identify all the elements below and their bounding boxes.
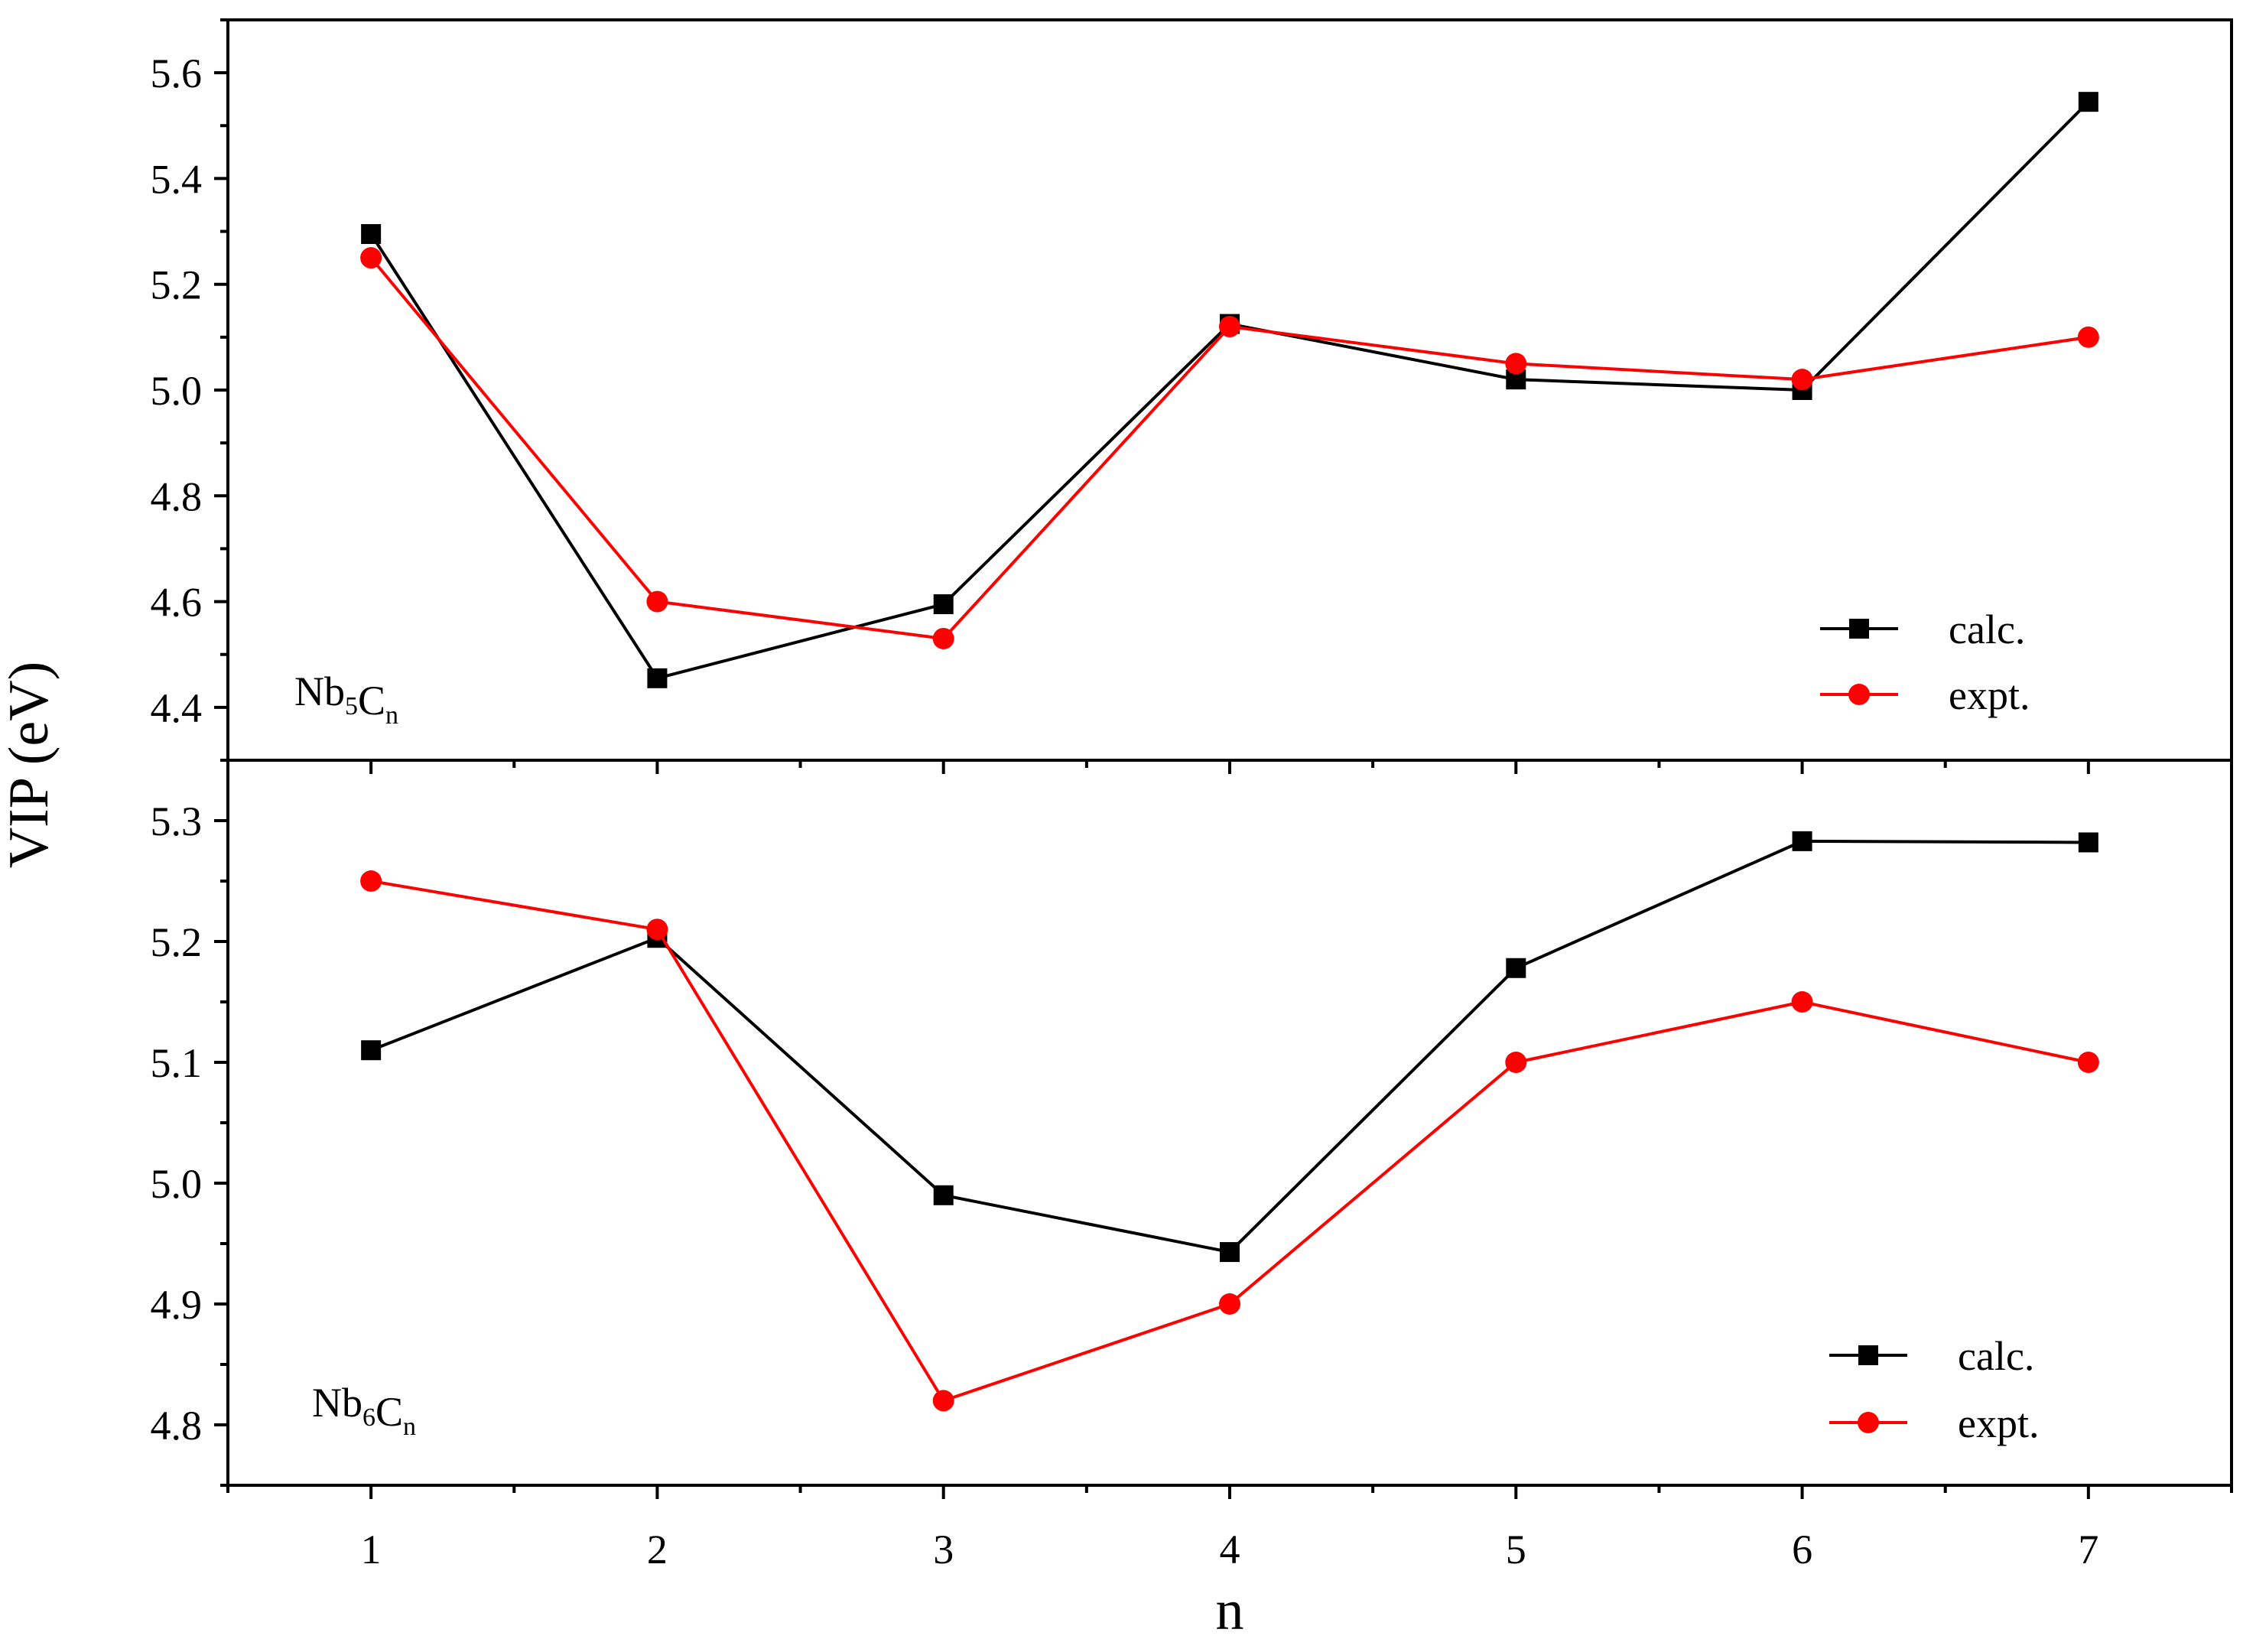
panel-label-text: Nb — [312, 1380, 362, 1426]
y-tick-label: 5.1 — [151, 1040, 203, 1086]
x-tick-label: 5 — [1506, 1527, 1526, 1572]
legend-marker-calc — [1858, 1345, 1878, 1365]
x-tick-label: 7 — [2078, 1527, 2098, 1572]
data-point-calc — [1792, 831, 1812, 851]
panel-label-text: C — [375, 1389, 403, 1435]
y-tick-label: 5.2 — [151, 919, 203, 965]
y-tick-label: 4.8 — [151, 1403, 203, 1449]
data-point-calc — [1220, 1242, 1240, 1263]
data-point-calc — [1506, 958, 1526, 978]
y-tick-label: 5.4 — [151, 156, 203, 202]
panel-label-subscript: n — [403, 1413, 416, 1441]
data-point-expt — [1505, 1052, 1527, 1073]
data-point-calc — [933, 1185, 954, 1205]
plot-layer: 4.44.64.85.05.25.45.6calc.expt.Nb5Cn4.84… — [151, 18, 2233, 1572]
y-tick-label: 5.2 — [151, 262, 203, 308]
data-point-calc — [647, 668, 668, 688]
data-point-expt — [932, 1390, 954, 1412]
y-tick-label: 5.0 — [151, 368, 203, 414]
x-tick-label: 2 — [647, 1527, 668, 1572]
legend-label: calc. — [1958, 1333, 2034, 1379]
y-axis-title: VIP (eV) — [0, 662, 60, 869]
series-line-calc — [369, 100, 2090, 681]
panel-label-subscript: 5 — [345, 692, 358, 720]
data-point-expt — [1505, 353, 1527, 375]
data-point-expt — [646, 590, 668, 613]
x-tick-label: 4 — [1220, 1527, 1240, 1572]
data-point-expt — [646, 919, 668, 941]
x-tick-label: 6 — [1792, 1527, 1812, 1572]
series-line-expt — [370, 880, 2089, 1403]
panel-label-subscript: n — [385, 701, 398, 730]
panel-label-text: Nb — [294, 668, 345, 714]
panel-label-2: Nb6Cn — [312, 1380, 416, 1441]
panel-label-1: Nb5Cn — [294, 668, 398, 730]
data-point-expt — [1219, 316, 1240, 338]
panel-label-text: C — [358, 678, 385, 724]
data-point-expt — [360, 870, 382, 892]
y-tick-label: 5.0 — [151, 1161, 203, 1207]
y-tick-label: 4.6 — [151, 580, 203, 626]
x-tick-label: 1 — [361, 1527, 382, 1572]
legend-label: expt. — [1949, 672, 2030, 718]
data-point-expt — [1791, 369, 1813, 391]
legend-label: calc. — [1949, 606, 2025, 652]
legend-marker-expt — [1848, 684, 1870, 705]
y-tick-label: 5.3 — [151, 798, 203, 844]
data-point-expt — [1791, 991, 1813, 1013]
y-tick-label: 5.6 — [151, 50, 203, 96]
data-point-expt — [1219, 1293, 1240, 1315]
legend-label: expt. — [1958, 1400, 2039, 1446]
x-axis-title: n — [1216, 1579, 1244, 1642]
data-point-calc — [361, 224, 382, 245]
y-tick-label: 4.9 — [151, 1282, 203, 1328]
y-tick-label: 4.8 — [151, 473, 203, 519]
x-tick-label: 3 — [933, 1527, 954, 1572]
data-point-expt — [2077, 1052, 2099, 1073]
panel-frame-1 — [226, 18, 2233, 762]
series-line-calc — [370, 839, 2089, 1254]
data-point-calc — [2078, 832, 2098, 853]
panel-label-subscript: 6 — [362, 1403, 375, 1432]
legend-marker-calc — [1849, 619, 1869, 639]
y-tick-label: 4.4 — [151, 685, 203, 731]
legend-marker-expt — [1858, 1412, 1879, 1433]
panel-frame-2 — [226, 759, 2233, 1487]
data-point-expt — [360, 247, 382, 269]
data-point-calc — [361, 1040, 382, 1061]
data-point-calc — [933, 594, 954, 615]
data-point-expt — [2077, 326, 2099, 348]
data-point-calc — [2078, 92, 2098, 112]
data-point-expt — [932, 627, 954, 649]
